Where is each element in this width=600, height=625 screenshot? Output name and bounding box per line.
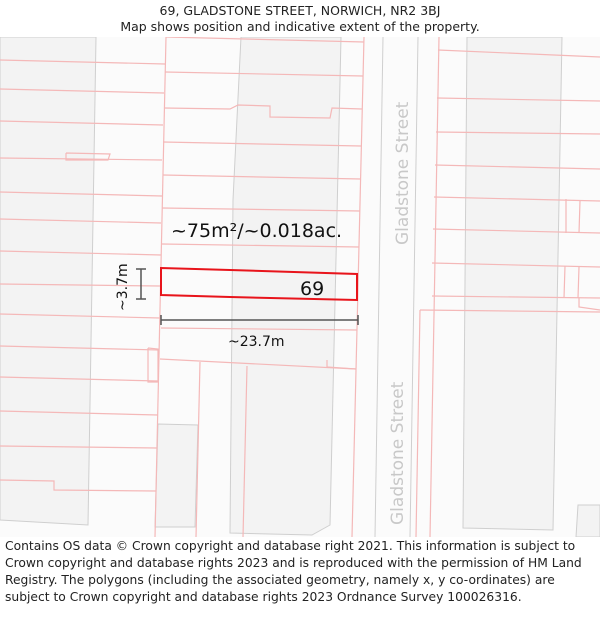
map-header: 69, GLADSTONE STREET, NORWICH, NR2 3BJ M… xyxy=(0,0,600,37)
width-dimension-label: ~23.7m xyxy=(228,334,285,350)
parcel-boundaries xyxy=(0,37,600,537)
street-label-gladstone-street-south: Gladstone Street xyxy=(388,381,408,525)
property-map[interactable]: Gladstone Street Gladstone Street 69 ~75… xyxy=(0,37,600,537)
property-address-title: 69, GLADSTONE STREET, NORWICH, NR2 3BJ xyxy=(159,3,441,18)
height-dimension-label: ~3.7m xyxy=(115,263,131,311)
map-description: Map shows position and indicative extent… xyxy=(120,19,480,34)
height-dimension-line xyxy=(136,268,146,300)
road-edges xyxy=(374,37,419,537)
width-dimension-line xyxy=(160,315,359,325)
plot-number-label: 69 xyxy=(300,278,324,300)
copyright-attribution: Contains OS data © Crown copyright and d… xyxy=(5,539,582,604)
area-label: ~75m²/~0.018ac. xyxy=(171,220,342,242)
property-boundary-69[interactable] xyxy=(160,266,358,302)
street-label-gladstone-street-north: Gladstone Street xyxy=(393,101,413,245)
